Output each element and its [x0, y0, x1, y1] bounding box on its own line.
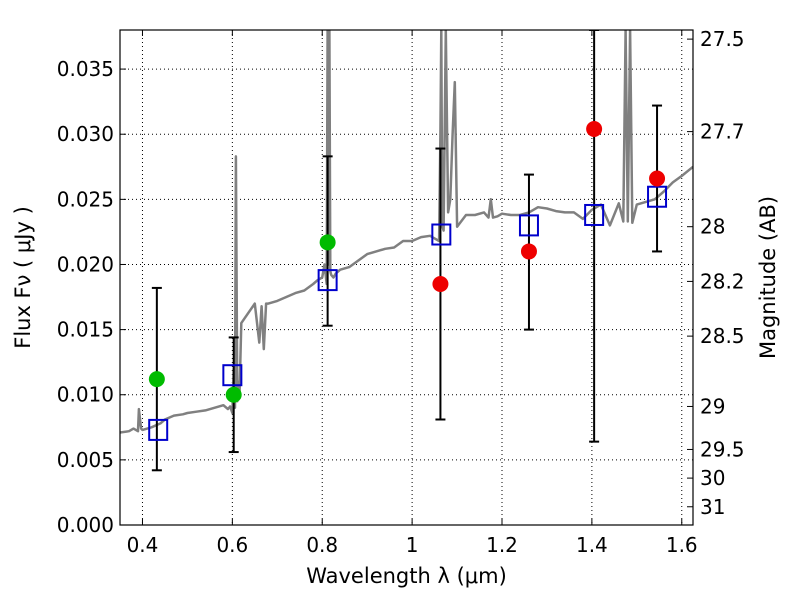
right-tick-label: 31: [700, 495, 725, 519]
red-circle-marker: [586, 121, 603, 137]
y-tick-label: 0.030: [57, 122, 114, 146]
y-tick-label: 0.015: [57, 318, 114, 342]
green-circle-marker: [225, 386, 242, 403]
x-tick-label: 1.2: [486, 533, 518, 557]
y-axis-label: Flux Fν ( μJy ): [11, 206, 35, 349]
model-square-marker: [317, 269, 338, 292]
model-square-marker: [584, 203, 605, 226]
x-tick-label: 0.8: [306, 533, 338, 557]
model-square-marker: [647, 185, 668, 208]
x-tick-label: 1.6: [666, 533, 698, 557]
model-square-marker: [222, 364, 243, 387]
y-tick-label: 0.035: [57, 57, 114, 81]
green-circle-marker: [148, 371, 165, 388]
right-tick-label: 27.5: [700, 27, 745, 51]
y-tick-label: 0.010: [57, 383, 114, 407]
y-tick-label: 0.000: [57, 513, 114, 537]
right-tick-label: 29: [700, 394, 725, 418]
spectrum-line: [120, 30, 693, 434]
x-tick-label: 1: [406, 533, 419, 557]
model-square-marker: [518, 214, 539, 237]
y-tick-label: 0.020: [57, 252, 114, 276]
right-tick-label: 28: [700, 215, 725, 239]
x-tick-label: 0.4: [127, 533, 159, 557]
green-circle-marker: [319, 234, 336, 251]
tick-layer: 0.4 0.6 0.8 1 1.2 1.4 1.6 0.000 0.005 0.010 0.015 0…: [57, 27, 745, 557]
right-tick-label: 28.2: [700, 269, 745, 293]
data-layer: [120, 30, 693, 472]
model-square-marker: [431, 223, 452, 246]
x-axis-label: Wavelength λ (μm): [306, 564, 507, 588]
y-tick-label: 0.025: [57, 187, 114, 211]
right-tick-label: 27.7: [700, 120, 745, 144]
red-circle-marker: [432, 276, 449, 293]
y-tick-label: 0.005: [57, 448, 114, 472]
right-tick-label: 29.5: [700, 437, 745, 461]
right-tick-label: 30: [700, 466, 725, 490]
x-tick-label: 0.6: [216, 533, 248, 557]
model-square-marker: [148, 418, 169, 441]
red-circle-marker: [649, 170, 666, 187]
plot-frame: [119, 29, 694, 526]
red-circle-marker: [520, 243, 537, 260]
x-tick-label: 1.4: [576, 533, 608, 557]
y-axis-right-label: Magnitude (AB): [756, 196, 780, 359]
right-tick-label: 28.5: [700, 324, 745, 348]
